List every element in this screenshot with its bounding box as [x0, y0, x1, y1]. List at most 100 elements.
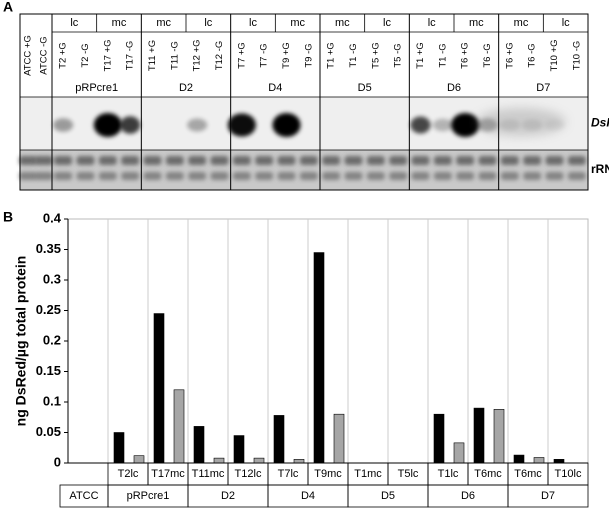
group-label: D6 [461, 490, 475, 502]
band [93, 113, 122, 137]
line-type-label: lc [428, 17, 436, 29]
bar [273, 415, 285, 464]
bar [513, 454, 525, 464]
bar [113, 432, 125, 464]
rrna-band [545, 156, 564, 165]
construct-label: D6 [447, 82, 461, 94]
rrna-band [344, 156, 363, 165]
y-tick-label: 0 [54, 454, 61, 469]
construct-label: pRPcre1 [75, 82, 118, 94]
bar [253, 457, 265, 464]
lane-label: T11 +G [147, 40, 158, 71]
line-type-label: mc [112, 17, 127, 29]
group-label: pRPcre1 [127, 490, 170, 502]
rrna-band [389, 172, 408, 180]
lane-label: T5 -G [393, 43, 404, 67]
haze [476, 108, 566, 136]
line-type-label: lc [70, 17, 78, 29]
rrna-band [366, 156, 385, 165]
rrna-band [277, 156, 296, 165]
line-type-label: mc [335, 17, 350, 29]
rrna-band [545, 172, 564, 180]
lane-label: T5 +G [370, 42, 381, 69]
rrna-band [255, 156, 274, 165]
construct-label: D7 [536, 82, 550, 94]
rrna-band [478, 172, 497, 180]
rrna-band [54, 156, 73, 165]
rrna-band [210, 156, 229, 165]
band [120, 116, 141, 134]
rrna-band [523, 156, 542, 165]
rrna-band [567, 156, 586, 165]
lane-label: T1 +G [415, 42, 426, 69]
group-label: D5 [381, 490, 395, 502]
rrna-band [76, 172, 95, 180]
band [187, 118, 208, 132]
lane-label: T9 +G [281, 42, 292, 69]
rrna-band [143, 172, 162, 180]
x-tick-label: T11mc [192, 468, 225, 480]
rrna-band [255, 172, 274, 180]
bar [493, 409, 505, 464]
lane-label: T6 -G [482, 43, 493, 67]
gel-panel: pRPcre1 lc mc D2 mc lc D4 lc mc D5 mc lc D6 lc mc D7 mc l… [19, 13, 609, 191]
band [227, 113, 256, 137]
group-cell [507, 484, 589, 508]
y-tick-label: 0.05 [36, 424, 61, 439]
x-tick-label: T5lc [398, 468, 419, 480]
rrna-band [366, 172, 385, 180]
line-type-label: mc [514, 17, 529, 29]
lane-label: T10 -G [571, 41, 582, 71]
rrna-band [35, 172, 53, 180]
lane-label: T12 +G [192, 40, 203, 72]
rrna-band [98, 172, 117, 180]
y-tick-label: 0.15 [36, 363, 61, 378]
band [410, 116, 431, 134]
line-type-label: lc [249, 17, 257, 29]
rrna-band [456, 156, 475, 165]
rrna-band [433, 172, 452, 180]
lane-label: T7 -G [259, 43, 270, 67]
rrna-band [121, 156, 140, 165]
lane-label: T11 -G [169, 41, 180, 70]
rrna-band [19, 156, 37, 165]
y-tick-label: 0.1 [43, 393, 61, 408]
rrna-band [210, 172, 229, 180]
lane-label: T1 -G [348, 43, 359, 67]
rrna-band [188, 172, 207, 180]
rrna-band [165, 172, 184, 180]
rrna-band [76, 156, 95, 165]
lane-label: ATCC +G [23, 35, 34, 76]
y-tick-label: 0.25 [36, 302, 61, 317]
construct-label: D2 [179, 82, 193, 94]
rrna-band [277, 172, 296, 180]
lane-label: T6 +G [460, 42, 471, 69]
x-tick-label: T2lc [118, 468, 139, 480]
rrna-band [121, 172, 140, 180]
lane-label: T17 -G [125, 41, 136, 71]
bar [293, 459, 305, 464]
y-tick-label: 0.2 [43, 332, 61, 347]
x-tick-label: T6mc [474, 468, 502, 480]
rrna-band [299, 156, 318, 165]
x-tick-label: T9mc [314, 468, 342, 480]
x-tick-label: T17mc [151, 468, 185, 480]
x-tick-label: T10lc [555, 468, 582, 480]
panel-label: A [3, 0, 13, 15]
plot-frame [67, 218, 589, 464]
bar [193, 426, 205, 464]
lane-label: T17 +G [102, 40, 113, 72]
line-type-label: mc [290, 17, 305, 29]
rrna-band [19, 172, 37, 180]
row-label: rRNA [591, 162, 609, 176]
band [432, 118, 453, 132]
bar [533, 457, 545, 464]
construct-label: D5 [358, 82, 372, 94]
rrna-band [299, 172, 318, 180]
rrna-band [523, 172, 542, 180]
bar [133, 455, 145, 464]
lane-label: T1 -G [437, 43, 448, 67]
bar [213, 457, 225, 464]
line-type-label: mc [156, 17, 171, 29]
rrna-band [411, 156, 430, 165]
